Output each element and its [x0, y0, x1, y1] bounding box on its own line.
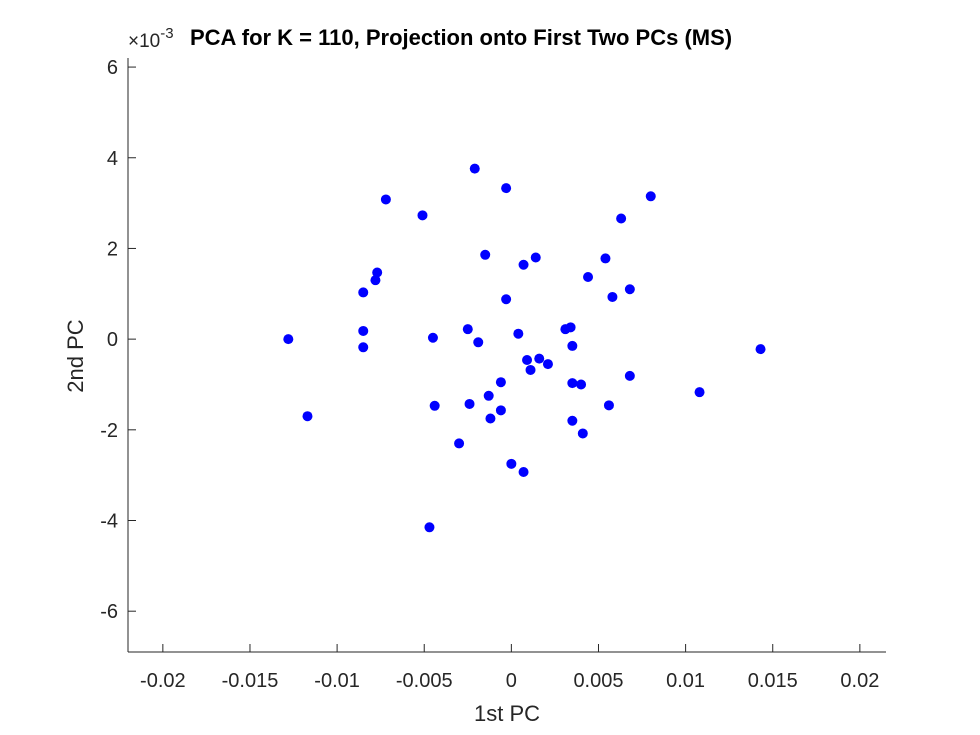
x-tick-label: 0.015: [748, 670, 798, 692]
scatter-point: [534, 353, 545, 364]
scatter-point: [473, 337, 484, 348]
scatter-point: [565, 322, 576, 333]
x-tick-label: 0.01: [666, 670, 705, 692]
x-axis-label: 1st PC: [474, 701, 540, 726]
y-tick-label: 6: [107, 57, 118, 79]
scatter-point: [518, 466, 529, 477]
y-tick-label: 4: [107, 148, 118, 170]
scatter-point: [542, 359, 553, 370]
scatter-point: [358, 287, 369, 298]
y-axis-ticks: -6 -4 -2 0 2 4 6: [100, 57, 136, 623]
scatter-point: [501, 183, 512, 194]
x-tick-label: 0: [506, 670, 517, 692]
y-tick-label: -4: [100, 511, 118, 533]
scatter-point: [495, 377, 506, 388]
axes-frame: [127, 58, 886, 653]
scatter-point: [567, 378, 578, 389]
scatter-point: [600, 253, 611, 264]
scatter-point: [483, 390, 494, 401]
scatter-point: [429, 400, 440, 411]
scatter-point: [372, 267, 383, 278]
scatter-point: [603, 400, 614, 411]
scatter-point: [624, 370, 635, 381]
x-axis-ticks: -0.02 -0.015 -0.01 -0.005 0 0.005 0.01 0.015 0.0…: [140, 644, 879, 692]
scatter-point: [513, 328, 524, 339]
scatter-point: [480, 249, 491, 260]
scatter-point: [485, 413, 496, 424]
scatter-point: [370, 275, 381, 286]
scatter-point: [577, 428, 588, 439]
scatter-point: [755, 344, 766, 355]
scatter-point: [645, 191, 656, 202]
exponent-base: 10: [139, 31, 160, 52]
scatter-point: [495, 405, 506, 416]
scatter-point: [454, 438, 465, 449]
exponent-power: -3: [160, 25, 173, 42]
scatter-point: [616, 213, 627, 224]
scatter-point: [469, 163, 480, 174]
y-axis-label: 2nd PC: [63, 319, 88, 392]
y-axis-exponent: ×10-3: [128, 25, 174, 52]
scatter-point: [462, 324, 473, 335]
data-points: [283, 163, 766, 533]
exponent-times: ×: [128, 31, 139, 52]
scatter-point: [583, 272, 594, 283]
y-tick-label: -6: [100, 601, 118, 623]
y-tick-label: 2: [107, 238, 118, 260]
scatter-point: [358, 342, 369, 353]
x-tick-label: -0.005: [396, 670, 453, 692]
scatter-point: [506, 458, 517, 469]
scatter-point: [464, 398, 475, 409]
scatter-point: [530, 252, 541, 263]
scatter-point: [567, 340, 578, 351]
x-tick-label: 0.005: [573, 670, 623, 692]
scatter-point: [576, 379, 587, 390]
scatter-point: [302, 411, 313, 422]
x-tick-label: -0.01: [314, 670, 360, 692]
scatter-point: [501, 294, 512, 305]
scatter-point: [607, 291, 618, 302]
x-tick-label: 0.02: [840, 670, 879, 692]
y-tick-label: 0: [107, 329, 118, 351]
scatter-point: [567, 415, 578, 426]
scatter-point: [624, 284, 635, 295]
scatter-point: [522, 354, 533, 365]
scatter-point: [518, 259, 529, 270]
scatter-point: [694, 387, 705, 398]
scatter-point: [358, 325, 369, 336]
scatter-point: [424, 522, 435, 533]
y-tick-label: -2: [100, 420, 118, 442]
scatter-point: [525, 364, 536, 375]
x-tick-label: -0.015: [222, 670, 279, 692]
x-tick-label: -0.02: [140, 670, 186, 692]
scatter-point: [427, 332, 438, 343]
scatter-point: [380, 194, 391, 205]
chart-title: PCA for K = 110, Projection onto First T…: [190, 25, 732, 50]
scatter-point: [417, 210, 428, 221]
scatter-point: [283, 334, 294, 345]
